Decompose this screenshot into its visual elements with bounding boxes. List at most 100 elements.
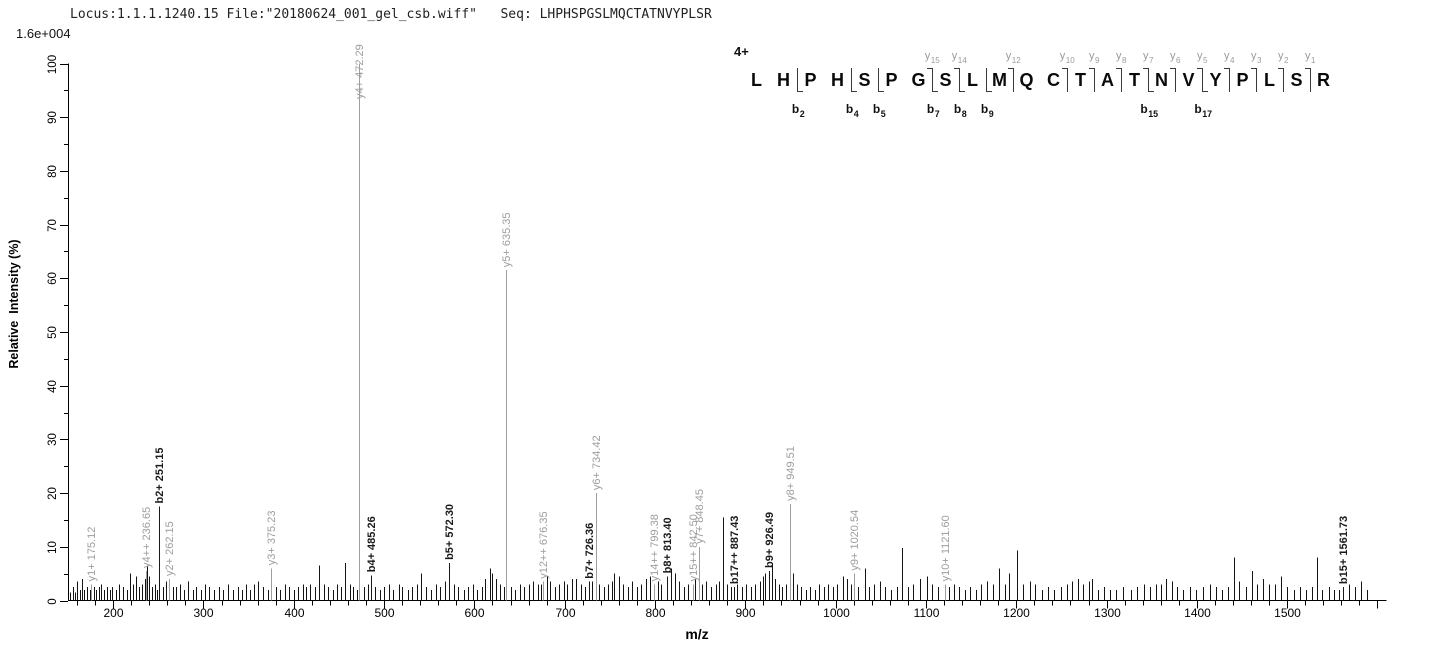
svg-text:90: 90 — [47, 111, 59, 124]
svg-text:900: 900 — [735, 606, 755, 620]
svg-text:1400: 1400 — [1184, 606, 1211, 620]
svg-text:10: 10 — [47, 541, 59, 554]
fragment-divider — [1147, 68, 1149, 92]
fragment-divider — [1120, 68, 1122, 92]
y-ion-label-y10: y10 — [1059, 50, 1075, 66]
fragment-divider — [1282, 68, 1284, 92]
b-ion-label-b4: b4 — [845, 102, 859, 120]
svg-text:1100: 1100 — [914, 606, 940, 620]
y-ion-tick — [926, 68, 932, 69]
b-ion-tick — [1148, 91, 1154, 92]
y-ion-tick — [1007, 68, 1013, 69]
svg-text:80: 80 — [47, 165, 59, 178]
b-ion-tick — [959, 91, 965, 92]
svg-text:100: 100 — [47, 55, 59, 74]
svg-text:30: 30 — [47, 433, 59, 446]
y-ion-tick — [1169, 68, 1175, 69]
residue-8-S: S — [939, 70, 952, 90]
residue-21-S: S — [1290, 70, 1303, 90]
svg-text:1300: 1300 — [1094, 606, 1121, 620]
y-ion-label-y5: y5 — [1196, 50, 1208, 66]
y-ion-label-y3: y3 — [1250, 50, 1262, 66]
y-ion-tick — [1115, 68, 1121, 69]
residue-20-L: L — [1264, 70, 1275, 90]
fragment-divider — [1255, 68, 1257, 92]
svg-text:500: 500 — [374, 606, 394, 620]
residue-13-T: T — [1075, 70, 1086, 90]
peak-label-b7+: b7+ 726.36 — [584, 523, 596, 579]
y-ion-label-y9: y9 — [1088, 50, 1100, 66]
b-ion-tick — [878, 91, 884, 92]
x-axis-ticks: 200 300 400 500 600 700 800 900 1000 1100 1200 1300… — [77, 600, 1378, 620]
residue-4-H: H — [831, 70, 844, 90]
y-ion-label-y15: y15 — [924, 50, 940, 66]
y-ion-label-y7: y7 — [1142, 50, 1154, 66]
fragment-divider — [1228, 68, 1230, 92]
svg-text:400: 400 — [284, 606, 304, 620]
y-ion-label-y8: y8 — [1115, 50, 1127, 66]
residue-3-P: P — [804, 70, 817, 90]
y-ion-label-y12: y12 — [1005, 50, 1021, 66]
svg-text:300: 300 — [193, 606, 213, 620]
y-ion-label-y2: y2 — [1277, 50, 1289, 66]
fragment-divider — [1201, 68, 1203, 92]
fragment-divider — [985, 68, 987, 92]
svg-text:20: 20 — [47, 487, 59, 500]
peak-label-y9+: y9+ 1020.54 — [849, 510, 861, 571]
precursor-charge-label: 4+ — [734, 44, 749, 59]
b-ion-label-b9: b9 — [980, 102, 994, 120]
b-ion-label-b7: b7 — [926, 102, 940, 120]
b-ion-label-b17: b17 — [1194, 102, 1213, 120]
y-ion-tick — [1223, 68, 1229, 69]
residue-9-L: L — [967, 70, 978, 90]
fragment-divider — [1066, 68, 1068, 92]
fragment-divider — [850, 68, 852, 92]
residue-12-C: C — [1047, 70, 1060, 90]
b-ion-tick — [932, 91, 938, 92]
fragment-divider — [796, 68, 798, 92]
peak-label-y5+: y5+ 635.35 — [501, 212, 513, 267]
b-ion-label-b5: b5 — [872, 102, 886, 120]
fragment-divider — [1093, 68, 1095, 92]
fragment-divider — [1309, 68, 1311, 92]
residue-16-N: N — [1155, 70, 1168, 90]
y-ion-tick — [1277, 68, 1283, 69]
b-ion-label-b8: b8 — [953, 102, 967, 120]
residue-15-T: T — [1129, 70, 1140, 90]
svg-text:700: 700 — [555, 606, 575, 620]
b-ion-tick — [851, 91, 857, 92]
residue-19-P: P — [1236, 70, 1249, 90]
peak-label-y7+: y7+ 848.45 — [694, 489, 706, 544]
locus-file-seq-header: Locus:1.1.1.1240.15 File:"20180624_001_g… — [70, 7, 712, 22]
residue-17-V: V — [1182, 70, 1195, 90]
peak-label-b4+: b4+ 485.26 — [366, 516, 378, 572]
x-axis-title: m/z — [685, 626, 709, 642]
y-ion-tick — [1088, 68, 1094, 69]
svg-text:200: 200 — [103, 606, 123, 620]
peak-label-y8+: y8+ 949.51 — [785, 446, 797, 501]
peak-label-y14++: y14++ 799.38 — [649, 514, 661, 581]
svg-text:70: 70 — [47, 219, 59, 232]
peak-label-y4++: y4++ 236.65 — [141, 507, 153, 568]
b-ion-tick — [986, 91, 992, 92]
y-ion-tick — [953, 68, 959, 69]
y-ion-label-y14: y14 — [951, 50, 967, 66]
peak-label-y12++: y12++ 676.35 — [538, 511, 550, 578]
y-ion-tick — [1196, 68, 1202, 69]
b-ion-label-b15: b15 — [1140, 102, 1159, 120]
residue-6-P: P — [885, 70, 898, 90]
peak-label-y10+: y10+ 1121.60 — [940, 515, 952, 581]
residue-1-L: L — [751, 70, 762, 90]
y-ion-label-y1: y1 — [1304, 50, 1316, 66]
svg-text:800: 800 — [645, 606, 665, 620]
residue-22-R: R — [1317, 70, 1330, 90]
svg-text:60: 60 — [47, 272, 59, 285]
b-ion-label-b2: b2 — [791, 102, 805, 120]
svg-text:40: 40 — [47, 380, 59, 393]
b-ion-tick — [1202, 91, 1208, 92]
y-ion-tick — [1061, 68, 1067, 69]
svg-text:600: 600 — [464, 606, 484, 620]
